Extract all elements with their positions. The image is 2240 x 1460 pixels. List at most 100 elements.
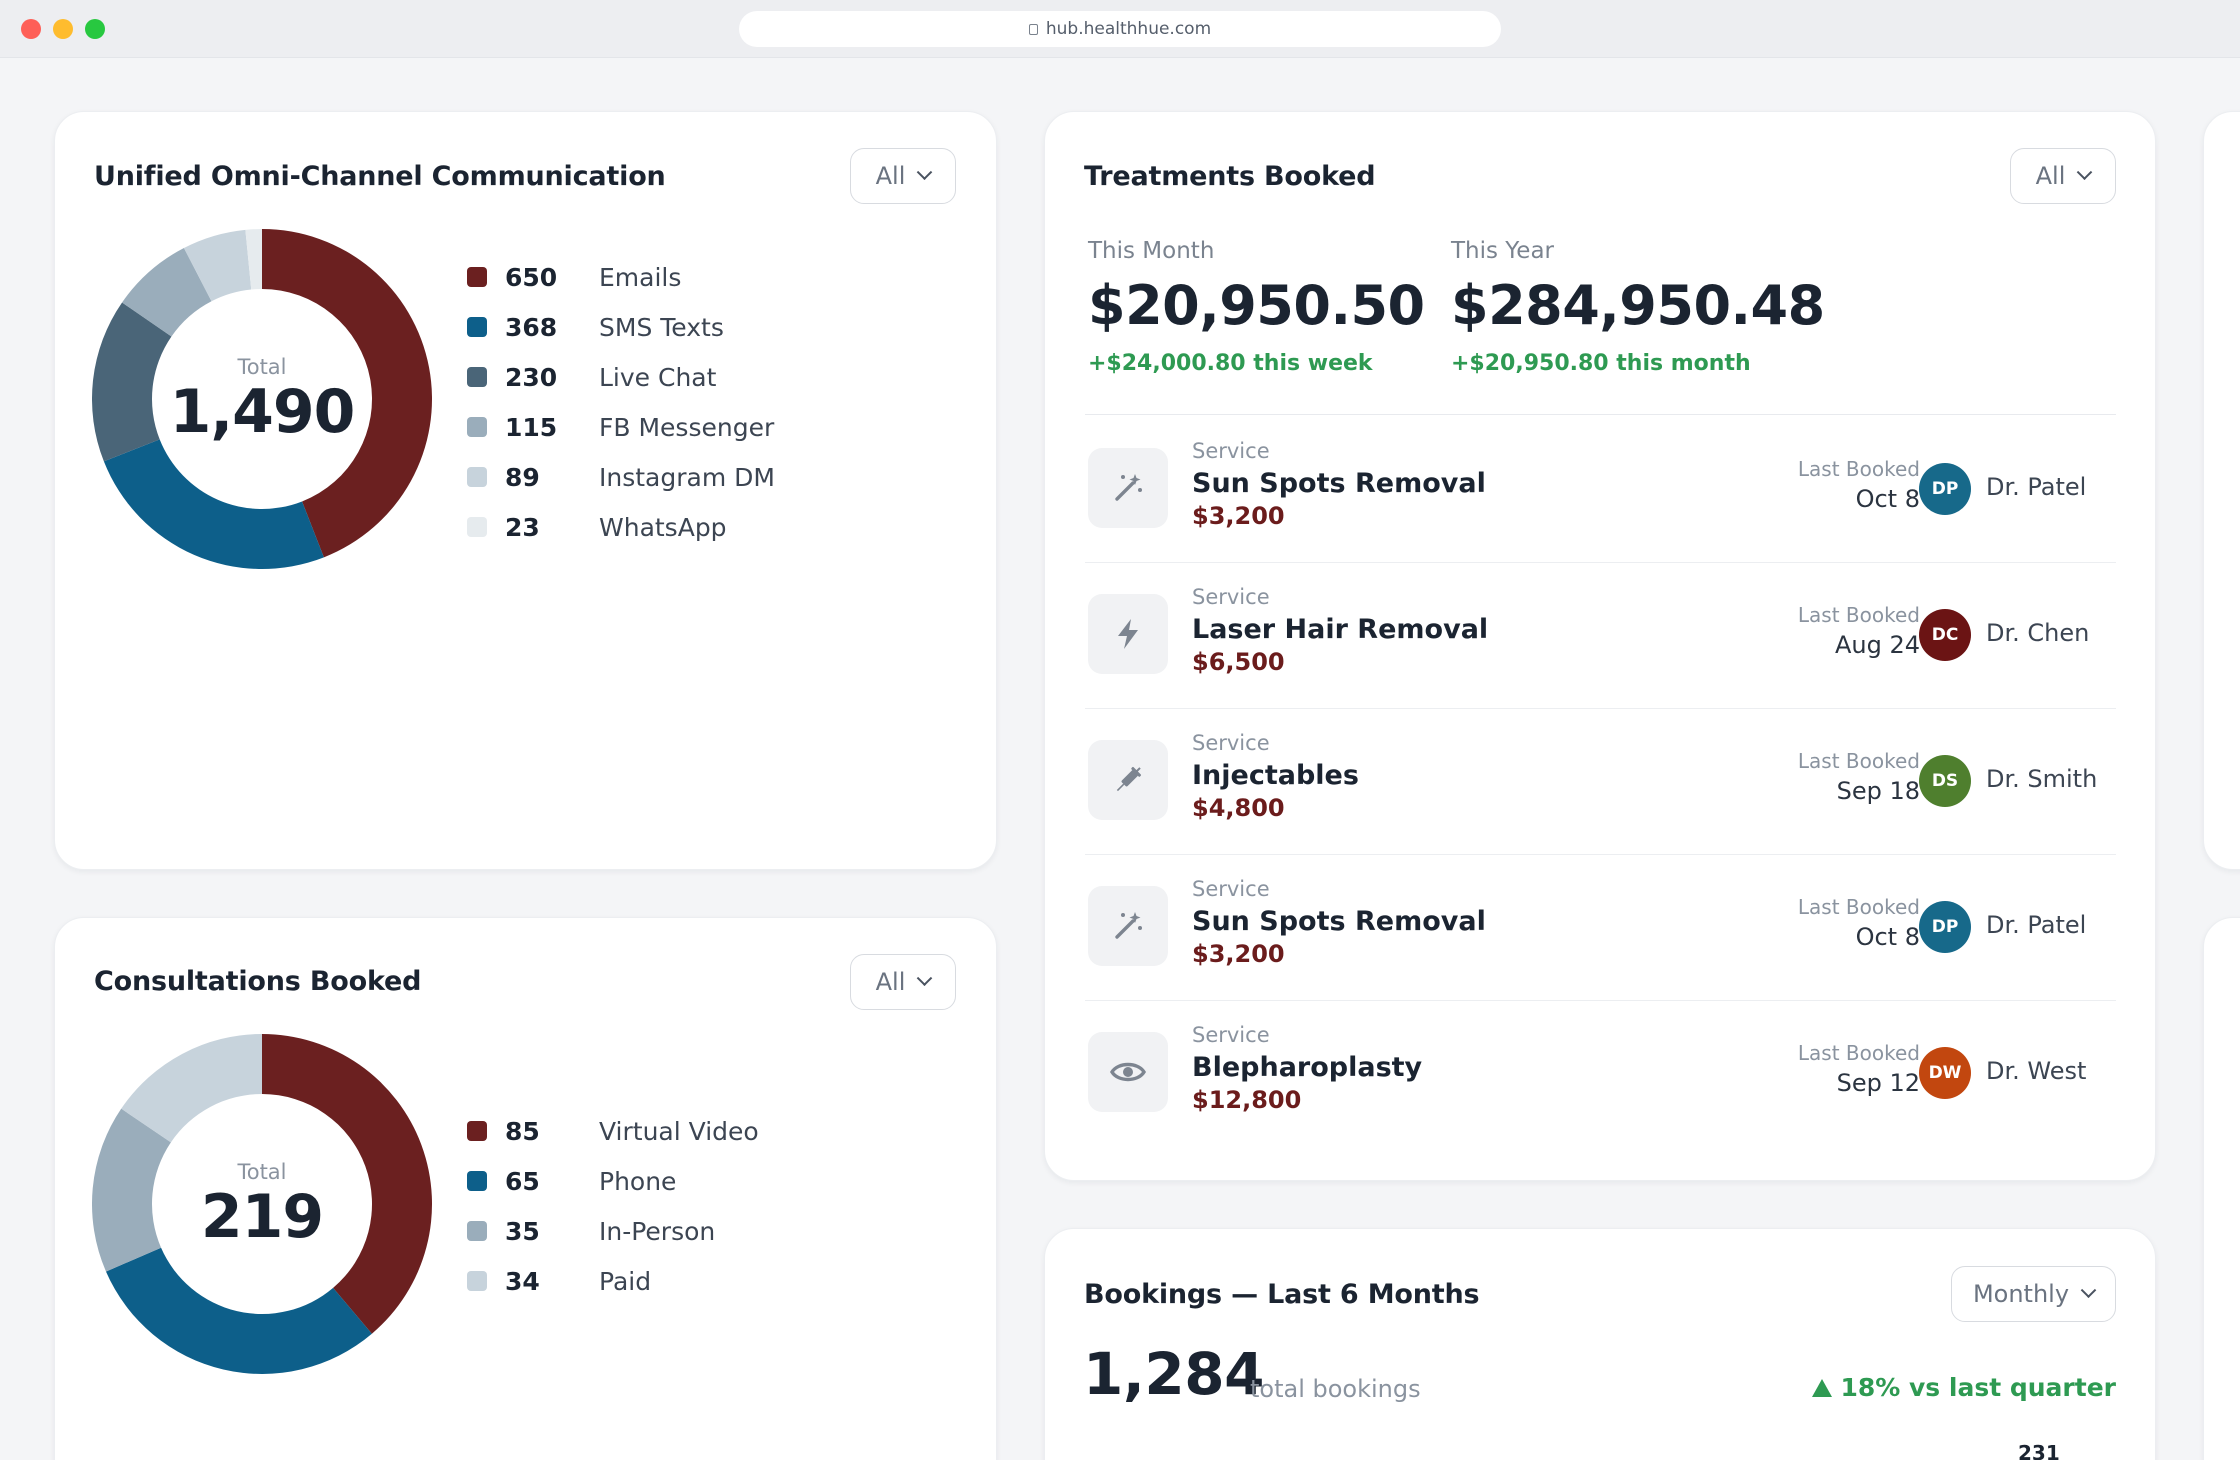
legend-item: 34 Paid [467,1256,759,1306]
omni-total-label: Total [237,354,287,379]
consultations-filter-dropdown[interactable]: All [850,954,956,1010]
avatar: DP [1919,463,1971,515]
legend-value: 89 [505,462,540,492]
consultations-card [54,917,997,1460]
treatments-divider [1085,414,2116,415]
treatment-row[interactable]: Service Blepharoplasty $12,800 Last Book… [1085,1001,2116,1147]
service-price: $3,200 [1192,940,1285,968]
doctor-name: Dr. Patel [1986,473,2087,501]
legend-value: 230 [505,362,558,392]
chevron-down-icon [2077,163,2093,180]
this-month-kpi: This Month $20,950.50 +$24,000.80 this w… [1088,238,1425,376]
last-booked-label: Last Booked [1797,749,1920,773]
legend-label: Emails [599,262,682,292]
legend-swatch [467,1171,487,1191]
service-label: Service [1192,585,1270,609]
lightning-icon [1088,594,1168,674]
eye-icon [1088,1032,1168,1112]
legend-label: FB Messenger [599,412,775,442]
bar-value-label: 231 [2018,1441,2060,1460]
avatar: DW [1919,1047,1971,1099]
legend-swatch [467,517,487,537]
legend-value: 368 [505,312,558,342]
legend-swatch [467,467,487,487]
bookings-period-value: Monthly [1972,1280,2070,1308]
treatments-filter-dropdown[interactable]: All [2010,148,2116,204]
service-label: Service [1192,877,1270,901]
this-month-label: This Month [1088,238,1215,264]
chevron-down-icon [917,163,933,180]
consultations-title: Consultations Booked [94,966,422,997]
consultations-legend: 85 Virtual Video 65 Phone 35 In-Person 34 Paid [467,1106,759,1306]
legend-swatch [467,367,487,387]
omni-donut-svg [92,229,433,569]
last-booked: Last Booked Aug 24 [1798,603,1920,659]
legend-label: SMS Texts [599,312,724,342]
syringe-icon [1088,740,1168,820]
bookings-total: 1,284 [1083,1340,1264,1408]
close-window-button[interactable] [21,19,41,39]
service-name: Blepharoplasty [1192,1052,1423,1083]
legend-item: 115 FB Messenger [467,402,775,452]
browser-titlebar: hub.healthhue.com [0,0,2240,58]
bookings-total-label: total bookings [1250,1375,1421,1403]
service-label: Service [1192,439,1270,463]
donut-slice [183,229,252,302]
maximize-window-button[interactable] [85,19,105,39]
donut-slice [103,439,324,569]
treatments-card [1044,111,2156,1181]
donut-slice [106,1247,372,1374]
service-price: $6,500 [1192,648,1285,676]
doctor-name: Dr. Chen [1986,619,2090,647]
last-booked-date: Sep 12 [1836,1069,1920,1097]
treatment-row[interactable]: Service Laser Hair Removal $6,500 Last B… [1085,563,2116,709]
consultations-donut-center: Total 219 [92,1034,432,1374]
donut-slice [262,229,433,558]
donut-slice [245,229,262,290]
row-divider [1085,708,2116,709]
omni-legend: 650 Emails 368 SMS Texts 230 Live Chat 115 FB M… [467,252,775,552]
minimize-window-button[interactable] [53,19,73,39]
treatment-row[interactable]: Service Sun Spots Removal $3,200 Last Bo… [1085,417,2116,563]
omni-total-value: 1,490 [169,376,356,447]
legend-swatch [467,1271,487,1291]
omni-filter-value: All [875,162,906,190]
this-month-value: $20,950.50 [1088,274,1425,337]
last-booked-date: Oct 8 [1855,485,1920,513]
legend-swatch [467,417,487,437]
donut-slice [92,302,172,462]
legend-value: 35 [505,1216,540,1246]
legend-value: 34 [505,1266,540,1296]
legend-swatch [467,267,487,287]
legend-swatch [467,1121,487,1141]
omni-filter-dropdown[interactable]: All [850,148,956,204]
this-year-kpi: This Year $284,950.48 +$20,950.80 this m… [1451,238,1825,376]
doctor-name: Dr. Patel [1986,911,2087,939]
lock-icon [1028,23,1038,35]
address-bar[interactable]: hub.healthhue.com [739,11,1501,47]
avatar: DS [1919,755,1971,807]
donut-slice [91,1108,171,1272]
consultations-donut-chart: Total 219 [91,1034,432,1374]
consultations-donut-svg [91,1034,432,1374]
this-year-label: This Year [1451,238,1555,264]
treatment-row[interactable]: Service Sun Spots Removal $3,200 Last Bo… [1085,855,2116,1001]
last-booked-label: Last Booked [1797,457,1920,481]
legend-label: Instagram DM [599,462,775,492]
last-booked-label: Last Booked [1797,1041,1920,1065]
legend-label: Live Chat [599,362,717,392]
legend-swatch [467,317,487,337]
last-booked: Last Booked Sep 18 [1798,749,1920,805]
doctor-name: Dr. Smith [1986,765,2098,793]
legend-item: 65 Phone [467,1156,759,1206]
treatment-row[interactable]: Service Injectables $4,800 Last Booked S… [1085,709,2116,855]
legend-item: 368 SMS Texts [467,302,775,352]
donut-slice [262,1034,432,1334]
last-booked-label: Last Booked [1797,895,1920,919]
bookings-period-dropdown[interactable]: Monthly [1951,1266,2116,1322]
omni-donut-center: Total 1,490 [92,229,432,569]
row-divider [1085,562,2116,563]
service-name: Injectables [1192,760,1359,791]
offscreen-card [2203,917,2240,1460]
row-divider [1085,1000,2116,1001]
